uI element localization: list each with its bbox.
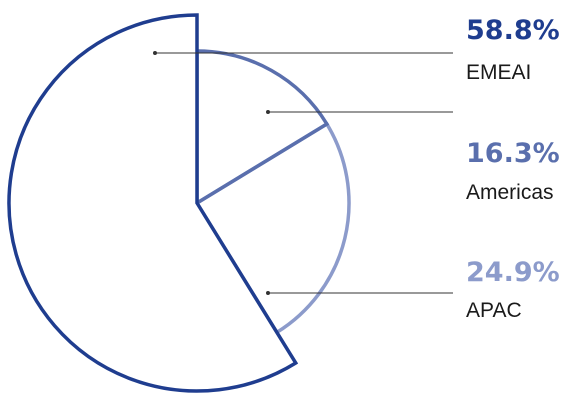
leader-dot-americas bbox=[266, 110, 270, 114]
pie-slice-americas bbox=[195, 49, 330, 207]
value-label-emeai: 58.8% bbox=[466, 15, 560, 46]
category-label-emeai: EMEAI bbox=[466, 61, 531, 84]
leader-dot-apac bbox=[266, 291, 270, 295]
category-label-americas: Americas bbox=[466, 181, 554, 204]
pie-slice-emeai bbox=[7, 13, 299, 393]
value-label-americas: 16.3% bbox=[466, 138, 560, 169]
pie-slice-apac bbox=[194, 121, 351, 335]
value-label-apac: 24.9% bbox=[466, 257, 560, 288]
category-label-apac: APAC bbox=[466, 299, 522, 322]
leader-dot-emeai bbox=[153, 51, 157, 55]
